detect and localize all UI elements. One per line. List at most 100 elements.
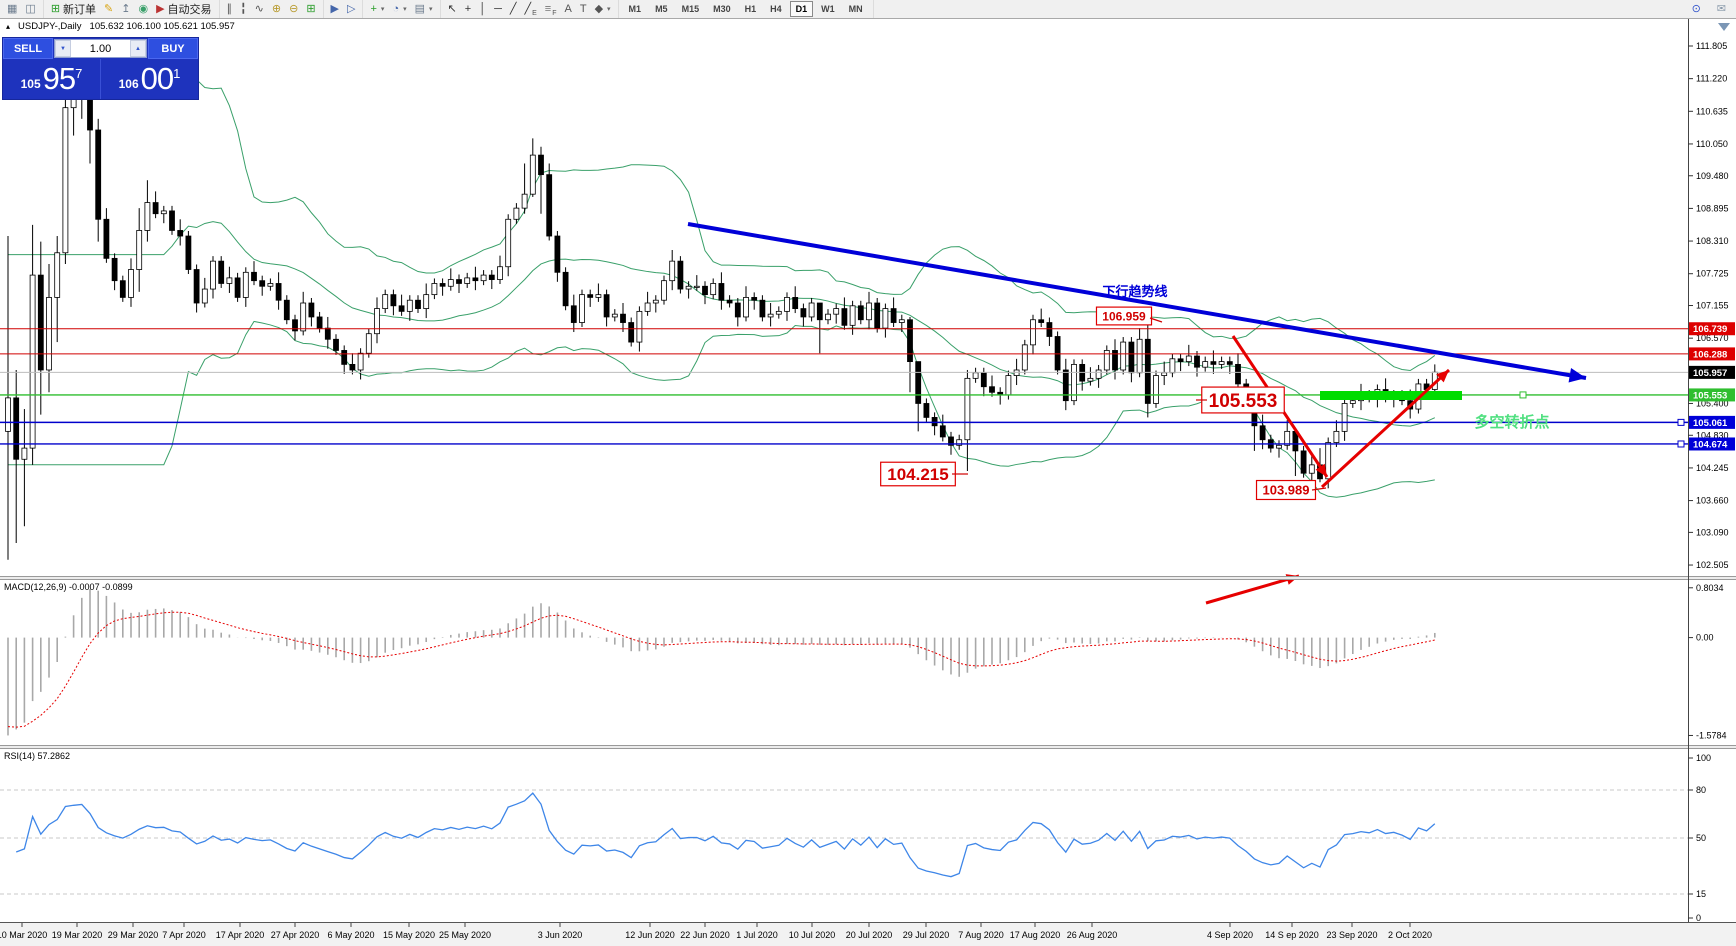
bollinger-lower-line[interactable] xyxy=(8,320,1435,498)
timeframe-h1[interactable]: H1 xyxy=(744,4,757,14)
search-icon[interactable]: ⊙ xyxy=(1688,1,1705,17)
date-axis[interactable]: 10 Mar 2020 19 Mar 2020 29 Mar 2020 7 Apr 2… xyxy=(0,923,1432,940)
macd-signal-line[interactable] xyxy=(7,611,1435,728)
publisher-icon[interactable]: ↥ xyxy=(117,1,134,17)
crosshair-icon[interactable]: + xyxy=(461,1,475,17)
cursor-icon: ↖ xyxy=(447,3,457,15)
sell-button[interactable]: SELL xyxy=(3,38,53,59)
price-tag-106.959[interactable]: 106.959 xyxy=(1095,306,1153,326)
zoom-in-icon: ⊕ xyxy=(271,3,282,15)
red-rebound-arrow[interactable] xyxy=(1320,368,1451,489)
trendline-icon[interactable]: ╱ xyxy=(506,1,521,17)
price-tag-103.989[interactable]: 103.989 xyxy=(1255,479,1317,501)
horizontal-line-icon[interactable]: ─ xyxy=(490,1,506,17)
zoom-in-icon[interactable]: ⊕ xyxy=(268,1,285,17)
profiles-icon: ◫ xyxy=(25,3,36,15)
bar-chart-icon: ∥ xyxy=(226,3,233,15)
vertical-line-icon[interactable]: │ xyxy=(475,1,490,17)
line-chart-icon: ∿ xyxy=(254,3,264,15)
shapes-icon[interactable]: ◆ ▾ xyxy=(591,1,615,17)
price-tag-104.215[interactable]: 104.215 xyxy=(880,461,956,487)
line-handle[interactable] xyxy=(1519,391,1527,399)
new-order-icon: ⊞ xyxy=(50,3,61,15)
autoscroll-icon: ▶ xyxy=(330,3,340,15)
autotrading-button[interactable]: ▶ 自动交易 xyxy=(152,1,215,17)
toolbar-group: + ▾ ◔ ▾ ▤ ▾ xyxy=(363,0,441,18)
dropdown-caret-icon[interactable]: ▾ xyxy=(607,6,611,13)
icon-subscript: E xyxy=(532,10,537,17)
date-label: 22 Jun 2020 xyxy=(680,930,730,940)
price-tag-105.553[interactable]: 105.553 xyxy=(1201,386,1285,414)
panel-separator[interactable] xyxy=(0,576,1736,580)
sell-price-display[interactable]: 105 95 7 xyxy=(3,59,101,99)
annotation-text-0[interactable]: 下行趋势线 xyxy=(1102,284,1167,299)
buy-price-display[interactable]: 106 00 1 xyxy=(101,59,198,99)
symbol-period-label: USDJPY-,Daily xyxy=(18,21,82,32)
profiles-icon[interactable]: ◫ xyxy=(21,1,39,17)
candlestick-chart-icon[interactable]: ╏ xyxy=(236,1,251,17)
volume-decrease-button[interactable]: ▼ xyxy=(55,40,71,57)
chart-shift-icon[interactable]: ▷ xyxy=(343,1,359,17)
timeframe-d1[interactable]: D1 xyxy=(789,1,814,17)
date-label: 27 Apr 2020 xyxy=(271,930,320,940)
volume-increase-button[interactable]: ▲ xyxy=(130,40,146,57)
template-icon[interactable]: ▤ ▾ xyxy=(411,1,437,17)
downtrend-line-arrow[interactable] xyxy=(687,222,1587,383)
bar-chart-icon[interactable]: ∥ xyxy=(223,1,237,17)
timeframe-m30[interactable]: M30 xyxy=(713,4,731,14)
candlestick-chart-icon: ╏ xyxy=(240,3,247,15)
rsi-line[interactable] xyxy=(15,792,1436,878)
dropdown-caret-icon[interactable]: ▾ xyxy=(403,6,407,13)
date-label: 3 Jun 2020 xyxy=(538,930,583,940)
metaeditor-icon[interactable]: ✎ xyxy=(100,1,117,17)
date-label: 17 Aug 2020 xyxy=(1010,930,1061,940)
date-label: 7 Apr 2020 xyxy=(162,930,206,940)
text-label-icon: T xyxy=(579,3,587,15)
buy-button[interactable]: BUY xyxy=(148,38,198,59)
support-highlight-bar[interactable] xyxy=(1320,391,1462,400)
timeframe-w1[interactable]: W1 xyxy=(821,4,835,14)
cursor-icon[interactable]: ↖ xyxy=(444,1,461,17)
new-chart-icon[interactable]: ▦ xyxy=(3,1,21,17)
annotation-text-1[interactable]: 多空转折点 xyxy=(1474,413,1549,431)
period-icon[interactable]: ◔ ▾ xyxy=(388,1,410,17)
rsi-axis-tick: 100 xyxy=(1696,753,1711,763)
date-label: 20 Jul 2020 xyxy=(846,930,893,940)
community-icon[interactable]: ✉ xyxy=(1713,1,1730,17)
bollinger-upper-line[interactable] xyxy=(8,43,1436,372)
dropdown-caret-icon[interactable]: ▾ xyxy=(429,6,433,13)
new-order-button[interactable]: ⊞ 新订单 xyxy=(47,1,100,17)
rsi-axis-tick: 15 xyxy=(1696,889,1706,899)
text-label-icon[interactable]: T xyxy=(576,1,591,17)
macd-values: -0.0007 -0.0899 xyxy=(69,582,133,592)
timeframe-m1[interactable]: M1 xyxy=(628,4,642,14)
line-handle[interactable] xyxy=(1677,418,1685,426)
collapse-triangle-icon[interactable]: ▴ xyxy=(6,22,11,31)
dropdown-caret-icon[interactable]: ▾ xyxy=(380,6,385,13)
sounds-icon[interactable]: ◉ xyxy=(134,1,152,17)
tile-windows-icon[interactable]: ⊞ xyxy=(302,1,319,17)
timeframe-mn[interactable]: MN xyxy=(848,4,863,14)
zoom-out-icon[interactable]: ⊖ xyxy=(285,1,302,17)
date-label: 10 Jul 2020 xyxy=(789,930,836,940)
autoscroll-icon[interactable]: ▶ xyxy=(327,1,343,17)
fibonacci-icon[interactable]: ≡ F xyxy=(541,1,561,17)
channel-icon[interactable]: ╱ E xyxy=(520,1,540,17)
date-label: 29 Jul 2020 xyxy=(903,930,950,940)
svg-text:104.215: 104.215 xyxy=(887,465,948,484)
scroll-marker-icon[interactable] xyxy=(1718,23,1730,31)
volume-input[interactable]: 1.00 xyxy=(89,42,112,55)
panel-separator[interactable] xyxy=(0,745,1736,749)
indicators-icon[interactable]: + ▾ xyxy=(366,1,388,17)
timeframe-h4[interactable]: H4 xyxy=(770,4,782,14)
price-marker-106.288: 106.288 xyxy=(1689,347,1735,361)
text-icon[interactable]: A xyxy=(560,1,575,17)
indicators-icon: + xyxy=(370,3,377,15)
date-label: 10 Mar 2020 xyxy=(0,930,47,940)
timeframe-m15[interactable]: M15 xyxy=(681,4,700,14)
timeframe-m5[interactable]: M5 xyxy=(655,4,668,14)
date-label: 17 Apr 2020 xyxy=(216,930,265,940)
line-handle[interactable] xyxy=(1677,440,1685,448)
line-chart-icon[interactable]: ∿ xyxy=(251,1,268,17)
